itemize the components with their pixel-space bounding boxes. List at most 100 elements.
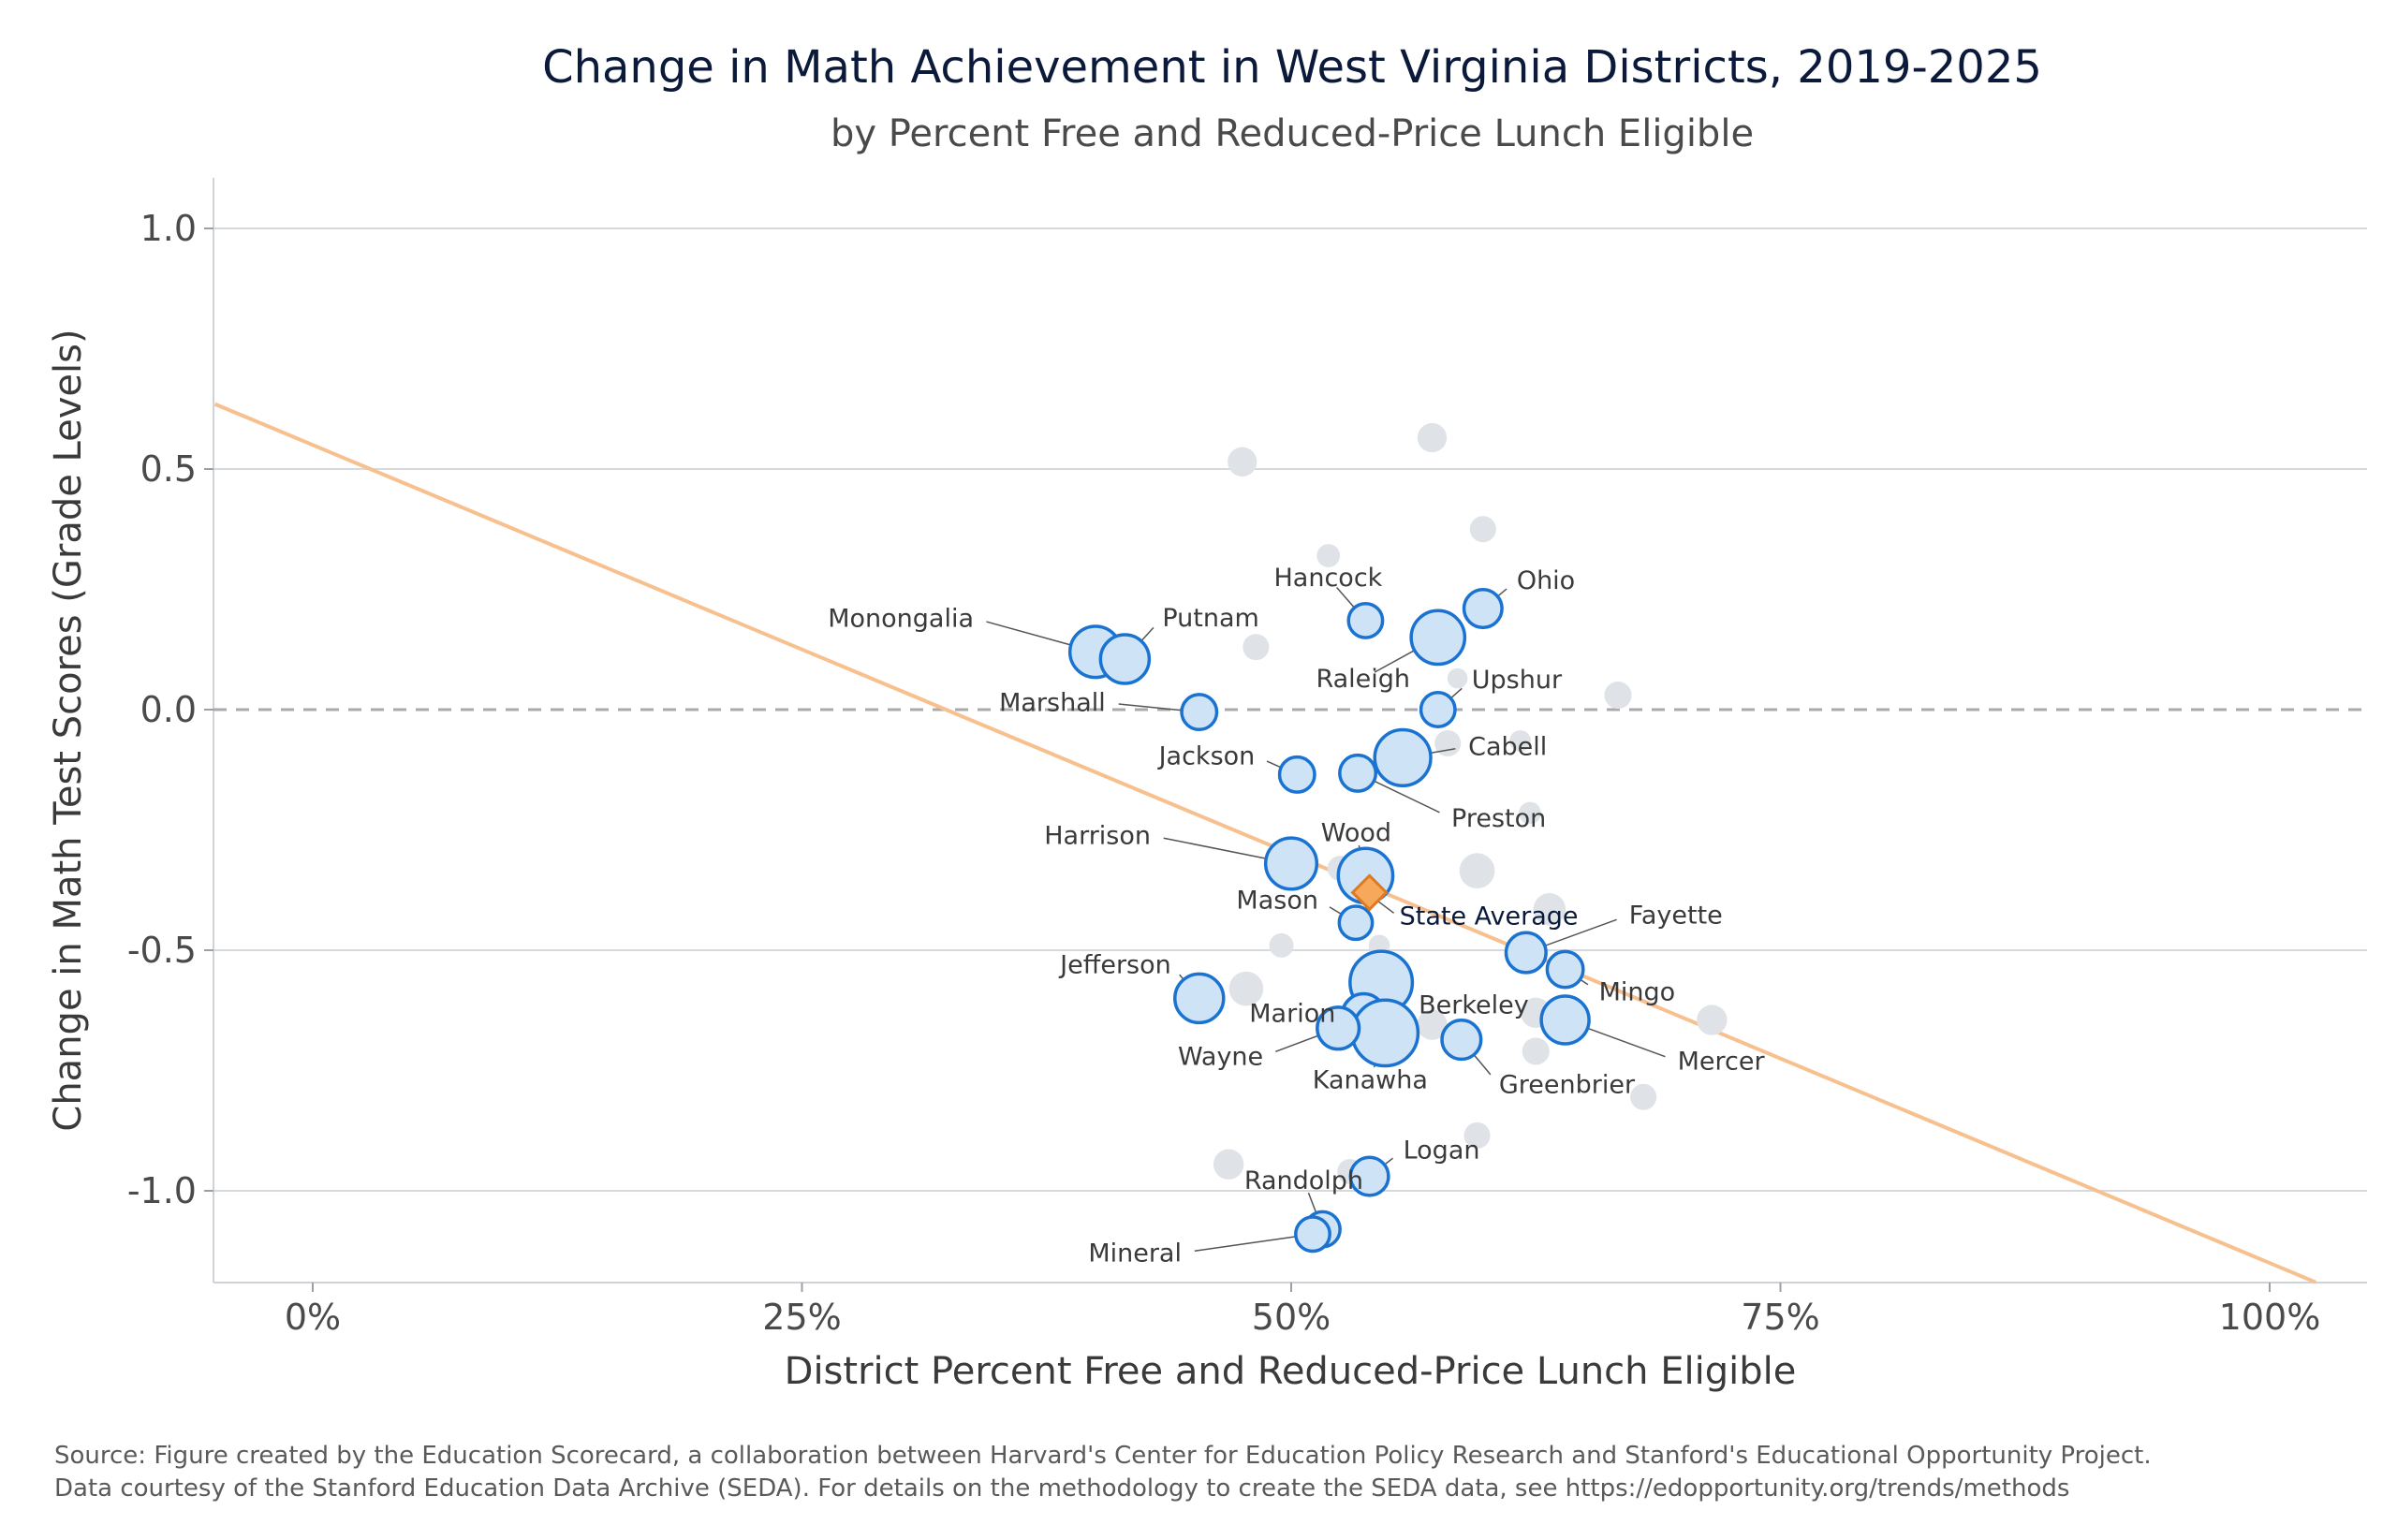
district-label: Berkeley: [1419, 990, 1529, 1019]
highlighted-district-point: [1277, 755, 1316, 794]
highlighted-district-point: [1350, 998, 1420, 1068]
other-district-point: [1269, 932, 1294, 958]
state-average: State Average: [1350, 873, 1579, 931]
source-note-line-2: Data courtesy of the Stanford Education …: [54, 1474, 2070, 1503]
highlighted-districts: [1067, 588, 1591, 1254]
x-axis-title: District Percent Free and Reduced-Price …: [785, 1350, 1797, 1393]
highlighted-district-point: [1263, 836, 1319, 891]
district-label: Harrison: [1044, 821, 1151, 850]
highlighted-district-point: [1316, 1005, 1361, 1051]
label-leader-line: [1430, 748, 1456, 755]
other-district-point: [1213, 1149, 1244, 1180]
district-label: Upshur: [1472, 666, 1563, 695]
x-tick-label: 50%: [1252, 1297, 1331, 1338]
highlighted-district-point: [1440, 1019, 1483, 1062]
district-label: Raleigh: [1316, 665, 1410, 694]
other-district-point: [1417, 422, 1448, 453]
highlighted-district-point: [1180, 693, 1219, 732]
label-leader-line: [1496, 588, 1507, 597]
y-tick-label: -1.0: [127, 1170, 197, 1211]
chart-title: Change in Math Achievement in West Virgi…: [542, 41, 2042, 94]
highlighted-district-point: [1337, 904, 1375, 942]
state-average-marker: [1350, 873, 1389, 912]
other-district-point: [1519, 801, 1541, 825]
district-label: Hancock: [1274, 564, 1383, 593]
x-tick-label: 100%: [2219, 1297, 2321, 1338]
label-leader-line: [1374, 780, 1440, 814]
district-label: Logan: [1404, 1137, 1480, 1166]
other-district-point: [1228, 971, 1264, 1006]
state-average-label: State Average: [1400, 902, 1579, 931]
other-district-point: [1604, 682, 1632, 710]
other-district-point: [1228, 447, 1257, 477]
highlighted-district-point: [1409, 609, 1467, 667]
label-leader-line: [986, 621, 1071, 646]
highlighted-district-point: [1173, 972, 1226, 1025]
highlighted-district-point: [1462, 588, 1504, 630]
other-district-point: [1434, 729, 1462, 757]
district-label: Greenbrier: [1499, 1071, 1636, 1100]
label-leader-line: [1384, 1157, 1394, 1166]
district-label: Fayette: [1629, 902, 1723, 931]
other-district-point: [1522, 1037, 1550, 1065]
label-leader-line: [1473, 1054, 1492, 1076]
highlighted-district-point: [1504, 931, 1548, 975]
highlighted-district-point: [1294, 1215, 1331, 1254]
other-district-point: [1459, 853, 1495, 889]
highlighted-district-point: [1545, 949, 1585, 990]
other-district-point: [1469, 516, 1496, 543]
label-leader-line: [1307, 1192, 1317, 1213]
district-label: Jefferson: [1058, 950, 1171, 979]
y-tick-label: 0.0: [140, 689, 197, 730]
other-district-point: [1533, 893, 1566, 926]
district-label: Marshall: [999, 689, 1106, 718]
tick-layer: 1.0 0.5 0.0 -0.5 -1.0 0% 25% 50% 75% 100%: [127, 208, 2320, 1338]
other-district-point: [1447, 667, 1468, 689]
district-label: Ohio: [1517, 566, 1575, 595]
district-label: Mingo: [1599, 978, 1676, 1007]
other-district-point: [1509, 730, 1531, 752]
other-district-point: [1463, 1122, 1491, 1149]
district-label: Marion: [1249, 999, 1335, 1028]
highlighted-district-point: [1373, 727, 1433, 788]
chart-subtitle: by Percent Free and Reduced-Price Lunch …: [830, 112, 1755, 155]
district-label: Wayne: [1178, 1042, 1263, 1071]
label-leader-line: [1194, 1236, 1297, 1253]
y-tick-label: 0.5: [140, 448, 197, 490]
other-district-point: [1243, 634, 1270, 661]
highlighted-district-point: [1419, 691, 1457, 728]
label-leader-line: [1275, 1034, 1319, 1053]
y-tick-label: -0.5: [127, 930, 197, 971]
label-leader-line: [1336, 586, 1356, 609]
district-label: Randolph: [1244, 1166, 1363, 1195]
highlighted-district-point: [1338, 753, 1378, 793]
label-leader-line: [1329, 906, 1343, 916]
other-district-point: [1630, 1083, 1657, 1110]
label-leader-line: [1266, 760, 1282, 769]
label-leader-line: [1544, 918, 1617, 946]
state-average-leader: [1378, 901, 1395, 914]
district-label: Mineral: [1088, 1239, 1182, 1268]
y-tick-label: 1.0: [140, 208, 197, 249]
label-leader-line: [1449, 687, 1463, 699]
label-leader-line: [1374, 650, 1416, 673]
label-leader-line: [1118, 703, 1183, 711]
district-label: Mason: [1236, 887, 1318, 916]
district-label: Jackson: [1157, 741, 1256, 770]
district-label: Kanawha: [1313, 1065, 1428, 1094]
other-district-point: [1417, 1009, 1448, 1040]
label-leader-line: [1587, 1027, 1666, 1058]
y-axis-title: Change in Math Test Scores (Grade Levels…: [47, 329, 90, 1131]
x-tick-label: 25%: [762, 1297, 841, 1338]
label-leader-line: [1163, 837, 1267, 859]
highlighted-district-point: [1346, 601, 1385, 639]
trend-line: [213, 402, 2316, 1284]
x-tick-label: 0%: [285, 1297, 341, 1338]
district-label: Preston: [1451, 804, 1546, 833]
district-label: Putnam: [1162, 604, 1258, 633]
source-note-line-1: Source: Figure created by the Education …: [54, 1442, 2152, 1470]
highlighted-district-point: [1348, 1155, 1390, 1197]
other-district-point: [1697, 1005, 1728, 1035]
other-district-point: [1316, 544, 1341, 567]
